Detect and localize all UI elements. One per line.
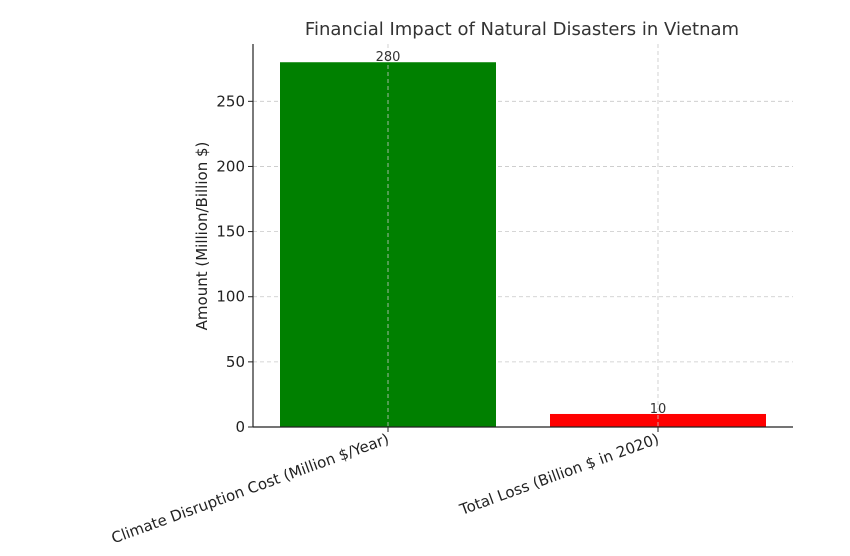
y-tick-label: 0 — [235, 418, 245, 436]
x-ticks: Climate Disruption Cost (Million $/Year)… — [109, 427, 661, 547]
vertical-grid — [387, 44, 659, 427]
axes — [252, 44, 793, 428]
y-axis-label: Amount (Million/Billion $) — [193, 142, 211, 331]
x-tick-label: Total Loss (Billion $ in 2020) — [456, 430, 661, 519]
y-tick-label: 100 — [216, 288, 245, 306]
chart-title: Financial Impact of Natural Disasters in… — [305, 19, 739, 40]
x-tick-label: Climate Disruption Cost (Million $/Year) — [109, 430, 391, 547]
y-ticks: 0 50 100 150 200 250 — [216, 92, 253, 436]
y-tick-label: 50 — [226, 353, 245, 371]
data-labels: 280 10 — [376, 50, 667, 417]
bar-value-label: 10 — [650, 402, 667, 417]
bar-value-label: 280 — [376, 50, 401, 65]
y-tick-label: 150 — [216, 223, 245, 241]
y-tick-label: 200 — [216, 157, 245, 175]
bar — [550, 413, 766, 427]
bars — [280, 62, 766, 427]
y-tick-label: 250 — [216, 92, 245, 110]
